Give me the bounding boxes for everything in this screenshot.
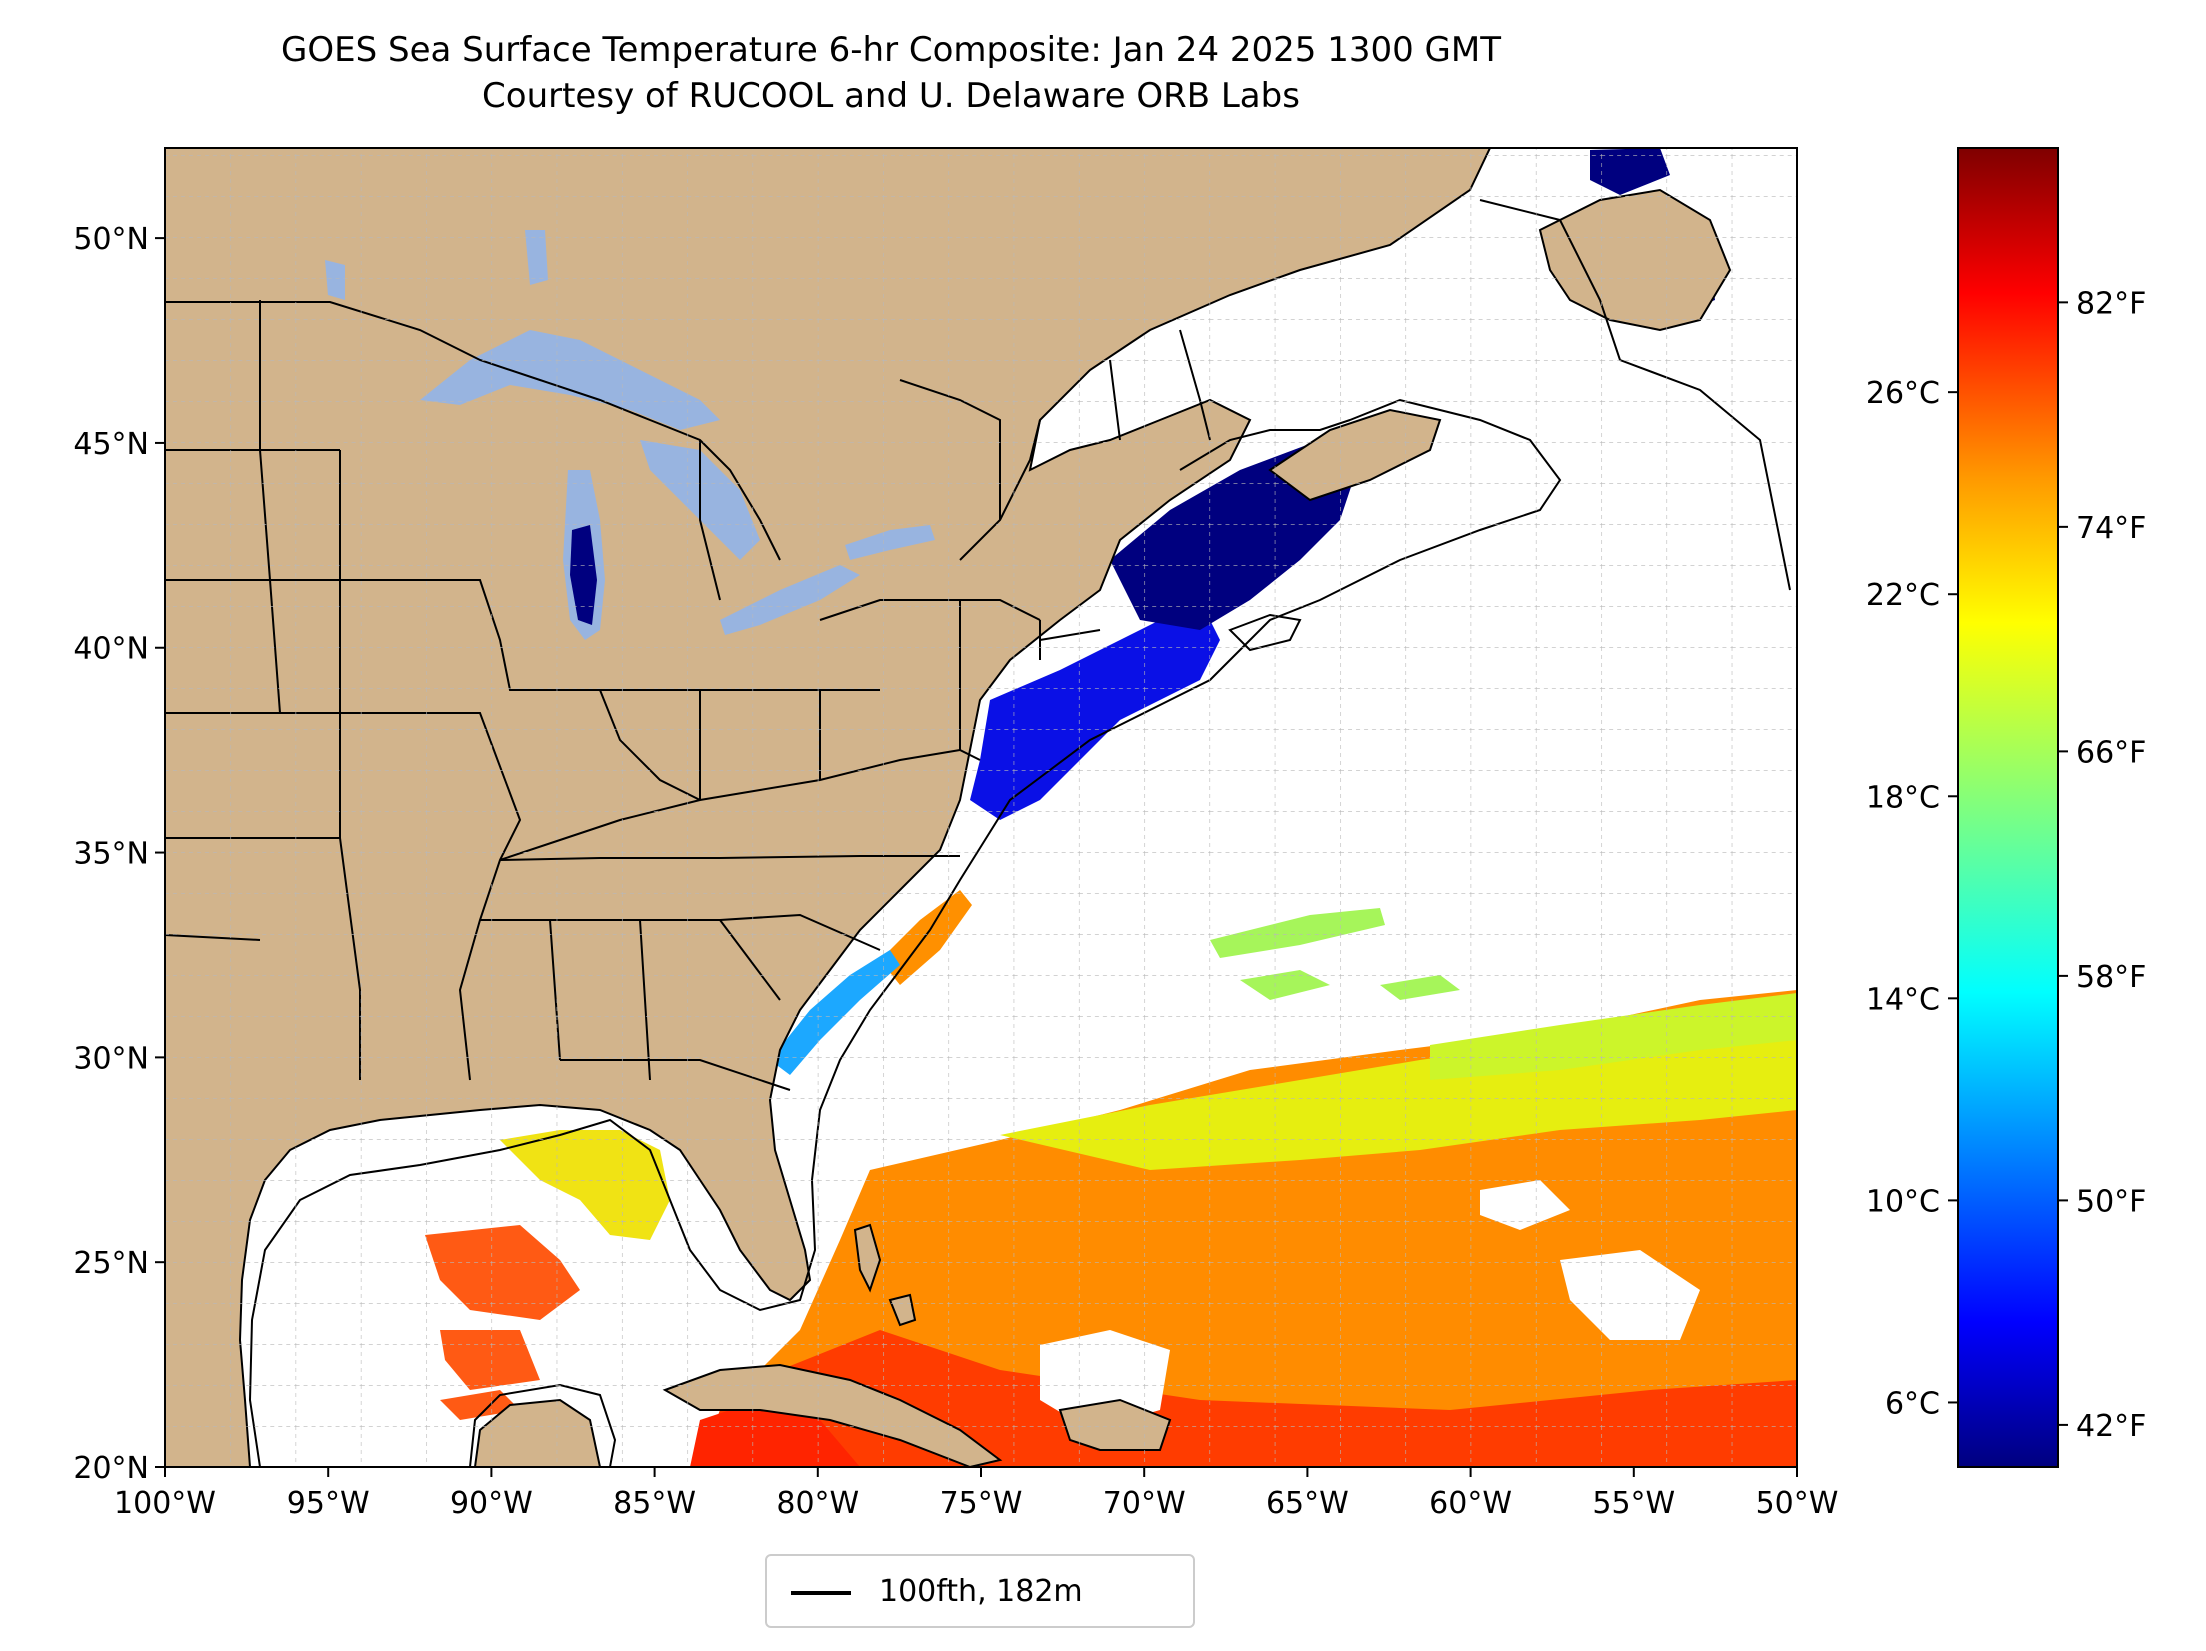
legend: 100fth, 182m: [765, 1554, 1195, 1628]
lon-tick-label: 75°W: [940, 1486, 1023, 1521]
lon-axis: 100°W 95°W 90°W 85°W 80°W 75°W 70°W 65°W 60°W 55°…: [114, 1467, 1838, 1521]
lon-tick-label: 100°W: [114, 1486, 216, 1521]
lon-tick-label: 55°W: [1592, 1486, 1675, 1521]
lat-tick-label: 50°N: [73, 222, 149, 257]
lon-tick-label: 60°W: [1429, 1486, 1512, 1521]
map-layers: [165, 148, 1797, 1467]
celsius-tick-label: 6°C: [1885, 1386, 1940, 1421]
celsius-tick-label: 22°C: [1866, 578, 1940, 613]
lat-lon-grid: [165, 148, 1797, 1467]
lat-tick-label: 35°N: [73, 837, 149, 872]
lat-tick-label: 45°N: [73, 427, 149, 462]
map-title: GOES Sea Surface Temperature 6-hr Compos…: [281, 30, 1501, 70]
fahrenheit-tick-label: 58°F: [2076, 960, 2146, 995]
legend-line-swatch: [791, 1591, 851, 1595]
fahrenheit-tick-label: 74°F: [2076, 511, 2146, 546]
lat-tick-label: 25°N: [73, 1246, 149, 1281]
lat-axis: 20°N 25°N 30°N 35°N 40°N 45°N 50°N: [73, 222, 165, 1486]
colorbar-fahrenheit-axis: 42°F 50°F 58°F 66°F 74°F 82°F: [2058, 286, 2146, 1444]
lon-tick-label: 80°W: [776, 1486, 859, 1521]
celsius-tick-label: 26°C: [1866, 376, 1940, 411]
fahrenheit-tick-label: 42°F: [2076, 1409, 2146, 1444]
fahrenheit-tick-label: 66°F: [2076, 735, 2146, 770]
colorbar: [1958, 148, 2058, 1467]
map-subtitle: Courtesy of RUCOOL and U. Delaware ORB L…: [482, 76, 1300, 116]
lon-tick-label: 70°W: [1103, 1486, 1186, 1521]
lon-tick-label: 50°W: [1756, 1486, 1839, 1521]
lon-tick-label: 90°W: [450, 1486, 533, 1521]
celsius-tick-label: 10°C: [1866, 1184, 1940, 1219]
lon-tick-label: 65°W: [1266, 1486, 1349, 1521]
lat-tick-label: 40°N: [73, 632, 149, 667]
fahrenheit-tick-label: 50°F: [2076, 1184, 2146, 1219]
lat-tick-label: 20°N: [73, 1451, 149, 1486]
colorbar-celsius-axis: 6°C 10°C 14°C 18°C 22°C 26°C: [1866, 376, 1958, 1421]
lat-tick-label: 30°N: [73, 1041, 149, 1076]
celsius-tick-label: 14°C: [1866, 982, 1940, 1017]
legend-label: 100fth, 182m: [879, 1574, 1083, 1609]
lon-tick-label: 95°W: [287, 1486, 370, 1521]
fahrenheit-tick-label: 82°F: [2076, 286, 2146, 321]
celsius-tick-label: 18°C: [1866, 780, 1940, 815]
lon-tick-label: 85°W: [613, 1486, 696, 1521]
colorbar-frame: [1957, 147, 2059, 1468]
